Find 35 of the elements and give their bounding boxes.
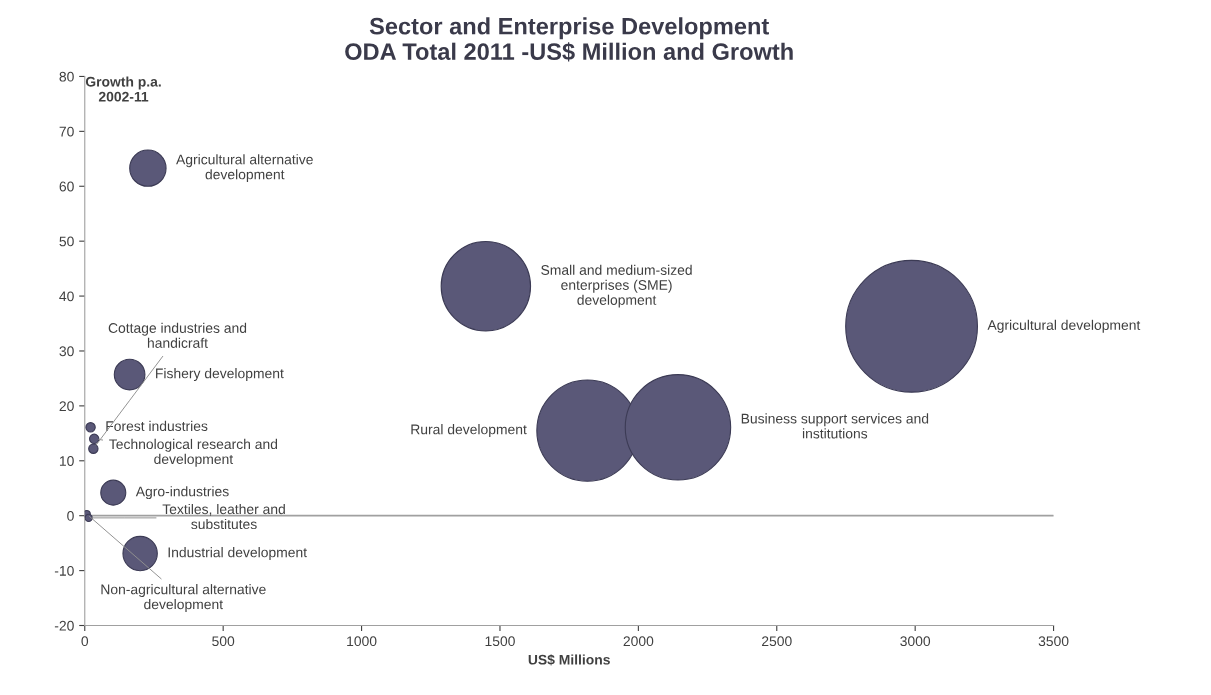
x-tick-label: 500 (212, 636, 235, 647)
x-axis-title: US$ Millions (528, 654, 610, 666)
series-label: Business support services and institutions (741, 413, 929, 439)
y-tick-label: 40 (59, 291, 74, 302)
x-tick-label: 1000 (347, 636, 377, 647)
x-tick-label: 3500 (1038, 636, 1069, 647)
series-label: Agro-industries (135, 486, 229, 500)
y-tick-label: 0 (67, 511, 74, 521)
x-tick-label: 2500 (762, 636, 792, 647)
series-label: Rural development (411, 424, 527, 438)
series-label: Technological research and development (109, 438, 278, 467)
chart-title: Sector and Enterprise Development ODA Total 2011 -US$ Million and Growth (345, 17, 793, 62)
y-tick-label: 80 (59, 71, 74, 82)
text: Textiles, leather and substitutes (162, 503, 285, 530)
series-label: Agricultural alternative development (176, 154, 313, 183)
y-tick-label: 70 (59, 126, 74, 137)
series-label: Industrial development (168, 547, 307, 561)
y-tick-label: -20 (54, 620, 74, 631)
y-tick-label: 50 (59, 236, 74, 247)
series-label: Agricultural development (987, 319, 1141, 333)
y-tick-label: 10 (59, 456, 74, 466)
y-tick-label: -10 (54, 565, 74, 576)
x-tick-label: 0 (81, 636, 89, 647)
series-label: Forest industries (106, 420, 208, 432)
text: Non-agricultural alternative development (101, 584, 266, 612)
x-tick-label: 2000 (623, 636, 654, 647)
y-tick-label: 20 (59, 401, 74, 412)
y-tick-label: 60 (59, 181, 74, 192)
y-tick-label: 30 (59, 346, 74, 357)
text: Cottage industries and handicraft (108, 322, 247, 348)
y-axis-title: Growth p.a. 2002-11 (85, 76, 161, 102)
series-label: Fishery development (156, 368, 284, 382)
x-tick-label: 3000 (900, 636, 931, 647)
series-label: Small and medium-sized enterprises (SME) development (541, 264, 692, 308)
x-tick-label: 1500 (485, 636, 515, 647)
